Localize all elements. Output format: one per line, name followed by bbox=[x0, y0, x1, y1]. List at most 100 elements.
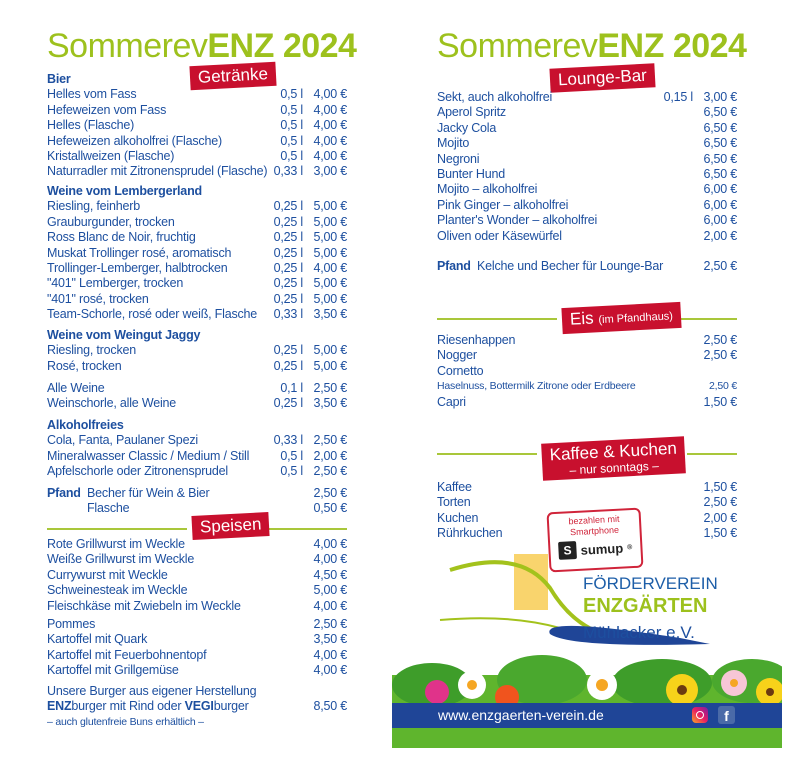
menu-item: Haselnuss, Bottermilk Zitrone oder Erdbe… bbox=[437, 379, 737, 394]
item-price: 4,00 € bbox=[313, 118, 347, 133]
banner-eis: Eis (im Pfandhaus) bbox=[561, 301, 682, 335]
item-name: Kuchen bbox=[437, 510, 479, 525]
item-price: 3,50 € bbox=[313, 632, 347, 647]
item-name: Cola, Fanta, Paulaner Spezi bbox=[47, 433, 198, 448]
burger-mid: burger mit Rind oder bbox=[71, 699, 185, 714]
item-price: 5,00 € bbox=[313, 276, 347, 291]
item-price: 6,50 € bbox=[703, 151, 737, 166]
heading-text: Weine vom Lembergerland bbox=[47, 184, 202, 198]
item-name: Pommes bbox=[47, 617, 96, 631]
group-eis: Riesenhappen 2,50 € Nogger 2,50 € Cornetto Ha… bbox=[437, 333, 737, 410]
item-price: 4,00 € bbox=[313, 148, 347, 163]
item-price: 2,50 € bbox=[703, 348, 737, 363]
item-name: Fleischkäse mit Zwiebeln im Weckle bbox=[47, 598, 241, 613]
item-name: Rosé, trocken bbox=[47, 358, 122, 373]
note: – auch glutenfreie Buns erhältlich – bbox=[47, 715, 204, 728]
item-volume: 0,33 l bbox=[273, 433, 304, 448]
item-price: 5,00 € bbox=[313, 583, 347, 598]
item-price: 4,00 € bbox=[313, 598, 347, 613]
item-volume: 0,5 l bbox=[280, 133, 303, 148]
divider bbox=[437, 318, 557, 320]
pfand-row: Flasche 0,50 € bbox=[47, 501, 347, 516]
divider bbox=[267, 528, 347, 530]
menu-item: Alle Weine 0,1 l 2,50 € bbox=[47, 381, 347, 396]
group-kartoffel: Pommes 2,50 € Kartoffel mit Quark 3,50 € Kar… bbox=[47, 617, 347, 679]
divider bbox=[47, 528, 187, 530]
item-name: Helles vom Fass bbox=[47, 87, 137, 102]
item-price: 1,50 € bbox=[703, 394, 737, 409]
heading-text: Weine vom Weingut Jaggy bbox=[47, 328, 201, 342]
item-price: 4,00 € bbox=[313, 102, 347, 117]
burger-block: Unsere Burger aus eigener Herstellung EN… bbox=[47, 684, 347, 730]
menu-item: Apfelschorle oder Zitronensprudel 0,5 l 2,… bbox=[47, 464, 347, 479]
burger-note: – auch glutenfreie Buns erhältlich – bbox=[47, 715, 347, 730]
item-volume: 0,5 l bbox=[280, 448, 303, 463]
item-price: 4,00 € bbox=[313, 663, 347, 678]
menu-item: Mojito – alkoholfrei 6,00 € bbox=[437, 182, 737, 197]
item-name: Mineralwasser Classic / Medium / Still bbox=[47, 448, 250, 463]
item-name: Trollinger-Lemberger, halbtrocken bbox=[47, 260, 228, 275]
menu-item: Currywurst mit Weckle 4,50 € bbox=[47, 568, 347, 583]
item-name: Nogger bbox=[437, 348, 477, 363]
menu-item: Pommes 2,50 € bbox=[47, 617, 347, 632]
burger-intro: Unsere Burger aus eigener Herstellung bbox=[47, 684, 347, 699]
menu-item: Hefeweizen alkoholfrei (Flasche) 0,5 l 4,0… bbox=[47, 134, 347, 149]
item-volume: 0,5 l bbox=[280, 464, 303, 479]
menu-item: Kristallweizen (Flasche) 0,5 l 4,00 € bbox=[47, 149, 347, 164]
group-wurst: Rote Grillwurst im Weckle 4,00 € Weiße Gri… bbox=[47, 537, 347, 614]
verein-line1: FÖRDERVEREIN bbox=[583, 574, 718, 593]
item-volume: 0,25 l bbox=[273, 396, 304, 411]
item-price: 4,50 € bbox=[313, 567, 347, 582]
pfand-label: Pfand bbox=[47, 486, 81, 500]
sumup-text: Smartphone bbox=[569, 524, 620, 538]
menu-item: Fleischkäse mit Zwiebeln im Weckle 4,00 € bbox=[47, 599, 347, 614]
page-title-right: SommerevENZ 2024 bbox=[437, 27, 747, 65]
menu-item: Ross Blanc de Noir, fruchtig 0,25 l 5,00 € bbox=[47, 230, 347, 245]
item-name: Planter's Wonder – alkoholfrei bbox=[437, 213, 598, 228]
banner-lounge-bar: Lounge-Bar bbox=[549, 63, 656, 93]
group-lounge: Sekt, auch alkoholfrei 0,15 l 3,00 € Aperol… bbox=[437, 90, 737, 244]
group-heading: Bier bbox=[47, 72, 347, 87]
menu-item: Sekt, auch alkoholfrei 0,15 l 3,00 € bbox=[437, 90, 737, 105]
menu-item: Schweinesteak im Weckle 5,00 € bbox=[47, 583, 347, 598]
menu-item: Riesling, feinherb 0,25 l 5,00 € bbox=[47, 199, 347, 214]
item-name: Schweinesteak im Weckle bbox=[47, 583, 188, 598]
menu-item: Mojito 6,50 € bbox=[437, 136, 737, 151]
banner-sub: (im Pfandhaus) bbox=[598, 310, 674, 327]
item-name: Bunter Hund bbox=[437, 166, 505, 181]
instagram-icon[interactable] bbox=[692, 707, 708, 723]
group-kaffee: Kaffee 1,50 € Torten 2,50 € Kuchen 2,00 € Rühr… bbox=[437, 480, 737, 542]
item-price: 2,00 € bbox=[313, 448, 347, 463]
heading-text: Bier bbox=[47, 72, 71, 86]
menu-item: Kartoffel mit Grillgemüse 4,00 € bbox=[47, 663, 347, 678]
item-volume: 0,25 l bbox=[273, 358, 304, 373]
item-name: Cornetto bbox=[437, 363, 484, 378]
menu-item: Riesling, trocken 0,25 l 5,00 € bbox=[47, 343, 347, 358]
menu-item: Bunter Hund 6,50 € bbox=[437, 167, 737, 182]
item-price: 3,00 € bbox=[703, 90, 737, 104]
item-name: Pink Ginger – alkoholfrei bbox=[437, 197, 569, 212]
facebook-icon[interactable]: f bbox=[718, 706, 735, 724]
item-price: 6,00 € bbox=[703, 182, 737, 197]
burger-end: burger bbox=[213, 699, 249, 714]
item-name: Aperol Spritz bbox=[437, 105, 506, 120]
title-bold: ENZ 2024 bbox=[597, 27, 747, 65]
title-light: Sommerev bbox=[437, 27, 598, 65]
banner-main: Eis bbox=[569, 308, 595, 329]
item-price: 1,50 € bbox=[703, 480, 737, 494]
item-name: Sekt, auch alkoholfrei bbox=[437, 90, 553, 104]
item-price: 4,00 € bbox=[313, 537, 347, 551]
group-heading: Weine vom Weingut Jaggy bbox=[47, 328, 347, 343]
item-price: 1,50 € bbox=[703, 526, 737, 541]
banner-speisen: Speisen bbox=[191, 511, 271, 541]
item-name: "401" rosé, trocken bbox=[47, 291, 149, 306]
item-price: 4,00 € bbox=[313, 647, 347, 662]
menu-item: Team-Schorle, rosé oder weiß, Flasche 0,3… bbox=[47, 307, 347, 322]
verein-line2: ENZGÄRTEN bbox=[583, 595, 708, 617]
website-link[interactable]: www.enzgaerten-verein.de bbox=[438, 707, 604, 723]
heading-text: Alkoholfreies bbox=[47, 418, 124, 432]
item-name: Grauburgunder, trocken bbox=[47, 214, 175, 229]
menu-item: Trollinger-Lemberger, halbtrocken 0,25 l 4… bbox=[47, 261, 347, 276]
enz-bold: ENZ bbox=[47, 699, 72, 714]
item-name: Riesling, feinherb bbox=[47, 199, 140, 214]
